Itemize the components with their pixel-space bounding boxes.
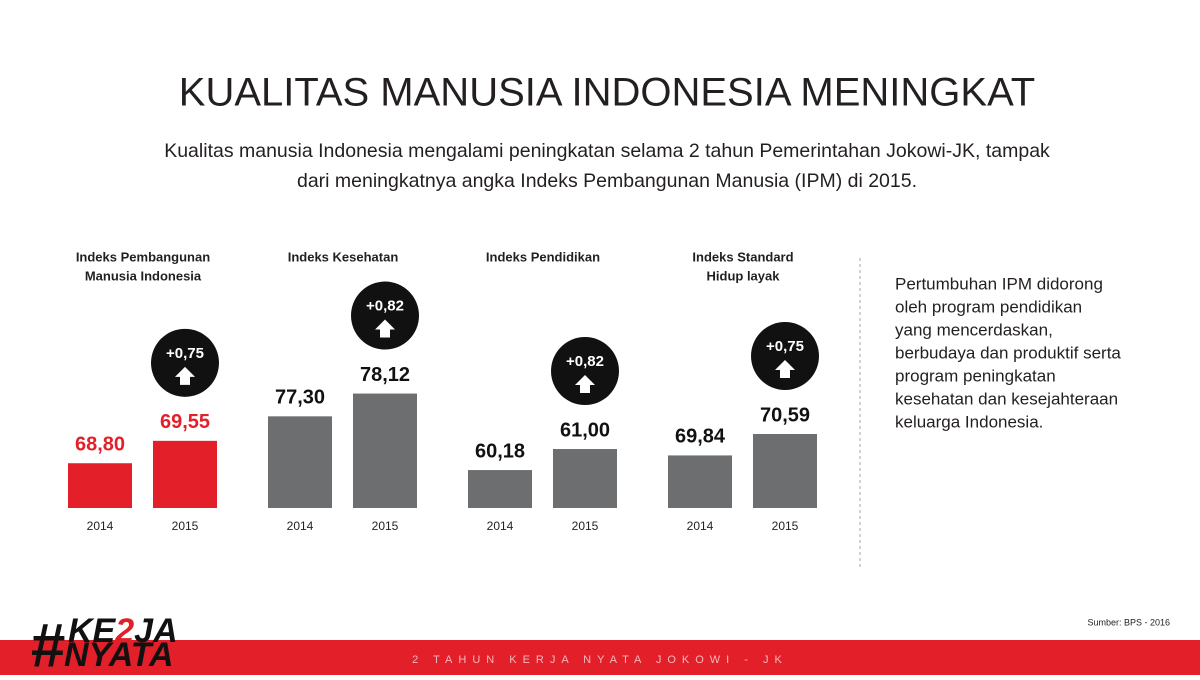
value-label: 61,00 xyxy=(560,419,610,441)
side-line: kesehatan dan kesejahteraan xyxy=(895,389,1118,408)
x-tick-label: 2015 xyxy=(772,519,799,533)
chart-title: Hidup layak xyxy=(707,268,781,283)
badge-label: +0,75 xyxy=(766,338,804,355)
side-line: program peningkatan xyxy=(895,366,1056,385)
logo-part: JA xyxy=(134,612,177,650)
chart-title: Indeks Pendidikan xyxy=(486,249,600,264)
value-label: 69,55 xyxy=(160,411,210,433)
badge-label: +0,82 xyxy=(366,298,404,315)
bar xyxy=(268,416,332,508)
bar xyxy=(153,440,217,508)
chart-title: Indeks Kesehatan xyxy=(288,249,399,264)
x-tick-label: 2015 xyxy=(372,519,399,533)
subtitle: Kualitas manusia Indonesia mengalami pen… xyxy=(164,140,1050,162)
x-tick-label: 2014 xyxy=(87,519,114,533)
chart-title: Indeks Standard xyxy=(692,249,793,264)
logo-part: KE xyxy=(68,612,117,650)
bar xyxy=(68,463,132,508)
chart-title: Manusia Indonesia xyxy=(85,268,202,283)
bar xyxy=(353,393,417,508)
x-tick-label: 2014 xyxy=(687,519,714,533)
logo-hash: # xyxy=(30,611,65,675)
x-tick-label: 2015 xyxy=(572,519,599,533)
logo-accent: 2 xyxy=(114,612,134,650)
badge-arrow xyxy=(175,366,195,385)
title: KUALITAS MANUSIA INDONESIA MENINGKAT xyxy=(179,71,1035,115)
side-line: oleh program pendidikan xyxy=(895,297,1082,316)
badge xyxy=(551,337,619,406)
badge xyxy=(351,281,419,350)
badge-arrow xyxy=(575,375,595,394)
footer-band xyxy=(0,640,1200,675)
value-label: 69,84 xyxy=(675,426,726,448)
badge xyxy=(751,322,819,390)
value-label: 60,18 xyxy=(475,440,525,462)
bar xyxy=(468,470,532,508)
source: Sumber: BPS - 2016 xyxy=(1087,617,1170,627)
side-line: yang mencerdaskan, xyxy=(895,320,1053,339)
badge-arrow xyxy=(775,360,795,378)
x-tick-label: 2015 xyxy=(172,519,199,533)
value-label: 78,12 xyxy=(360,364,410,386)
logo-line2: NYATA xyxy=(64,636,174,674)
badge-label: +0,75 xyxy=(166,345,204,362)
bar xyxy=(553,449,617,508)
logo-line1: KE2JA xyxy=(68,612,178,650)
badge-label: +0,82 xyxy=(566,353,604,370)
bar xyxy=(753,434,817,508)
subtitle: dari meningkatnya angka Indeks Pembangun… xyxy=(297,170,917,192)
chart-title: Indeks Pembangunan xyxy=(76,249,210,264)
side-line: berbudaya dan produktif serta xyxy=(895,343,1121,362)
value-label: 68,80 xyxy=(75,434,125,456)
side-line: keluarga Indonesia. xyxy=(895,412,1043,431)
bar xyxy=(668,455,732,508)
x-tick-label: 2014 xyxy=(287,519,314,533)
value-label: 70,59 xyxy=(760,404,810,426)
footer-text: 2 TAHUN KERJA NYATA JOKOWI - JK xyxy=(412,654,788,666)
value-label: 77,30 xyxy=(275,387,325,409)
side-line: Pertumbuhan IPM didorong xyxy=(895,274,1103,293)
badge xyxy=(151,328,219,397)
badge-arrow xyxy=(375,319,395,338)
x-tick-label: 2014 xyxy=(487,519,514,533)
